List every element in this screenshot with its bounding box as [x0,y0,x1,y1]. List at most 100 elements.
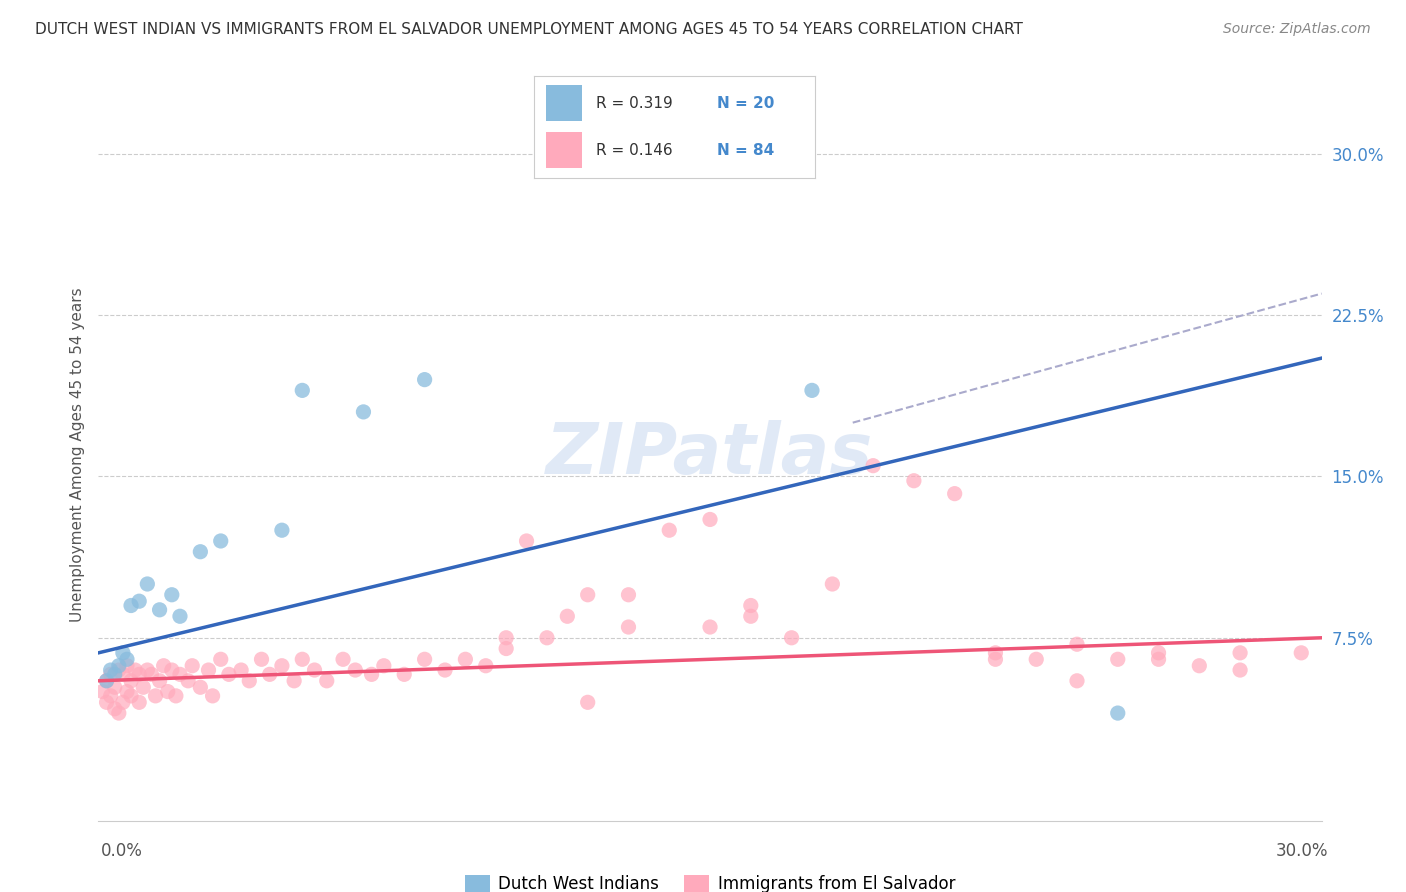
Point [1066,673,1088,688]
Point [209,652,232,666]
Point [1066,637,1088,651]
Point [100,689,122,703]
Point [188,680,212,694]
Point [152,658,174,673]
Point [104,680,127,694]
Point [181,658,204,673]
Point [373,658,395,673]
Text: ZIPatlas: ZIPatlas [547,420,873,490]
Point [238,673,260,688]
Point [1229,663,1251,677]
Point [332,652,354,666]
Point [495,641,517,656]
Point [576,695,599,709]
Text: DUTCH WEST INDIAN VS IMMIGRANTS FROM EL SALVADOR UNEMPLOYMENT AMONG AGES 45 TO 5: DUTCH WEST INDIAN VS IMMIGRANTS FROM EL … [35,22,1024,37]
Point [1147,646,1170,660]
Point [160,588,183,602]
Point [124,663,146,677]
Point [100,663,122,677]
Point [169,609,191,624]
Point [128,667,150,681]
Legend: Dutch West Indians, Immigrants from El Salvador: Dutch West Indians, Immigrants from El S… [458,869,962,892]
Point [658,523,681,537]
Point [108,663,131,677]
Point [149,603,172,617]
Point [536,631,558,645]
Point [231,663,253,677]
Point [141,667,163,681]
Point [111,667,134,681]
Point [156,684,179,698]
Point [1229,646,1251,660]
Point [104,702,127,716]
Point [259,667,281,681]
Point [1025,652,1047,666]
Point [617,588,640,602]
Point [96,673,118,688]
Point [1291,646,1313,660]
Point [149,673,172,688]
Point [120,689,142,703]
Point [115,652,138,666]
Point [115,684,138,698]
Point [516,533,538,548]
Point [780,631,803,645]
Text: N = 20: N = 20 [717,96,775,111]
Point [801,384,824,398]
Point [270,658,294,673]
Text: 0.0%: 0.0% [101,842,143,860]
Point [108,658,131,673]
Point [617,620,640,634]
Point [111,695,134,709]
Point [903,474,925,488]
Point [218,667,240,681]
Point [128,695,150,709]
Point [474,658,498,673]
Point [270,523,294,537]
Text: R = 0.146: R = 0.146 [596,144,672,158]
Point [943,486,966,500]
Text: 30.0%: 30.0% [1277,842,1329,860]
Point [1107,706,1129,720]
Point [132,680,155,694]
Point [360,667,382,681]
Point [115,658,138,673]
Point [136,577,159,591]
Point [291,384,314,398]
Point [740,599,762,613]
Point [304,663,326,677]
Point [96,673,118,688]
Point [120,673,142,688]
Bar [546,85,582,121]
Point [699,512,721,526]
Point [250,652,273,666]
Point [283,673,305,688]
Point [454,652,477,666]
Point [165,689,187,703]
Point [576,588,599,602]
Text: N = 84: N = 84 [717,144,775,158]
Point [413,652,436,666]
Point [209,533,232,548]
Point [291,652,314,666]
Point [120,599,142,613]
Point [188,545,212,559]
Point [160,663,183,677]
Point [108,706,131,720]
Bar [546,132,582,168]
Point [555,609,579,624]
Point [136,663,159,677]
Point [413,373,436,387]
Point [315,673,337,688]
Point [91,684,114,698]
Point [740,609,762,624]
Point [197,663,219,677]
Point [862,458,884,473]
Point [1107,652,1129,666]
Point [434,663,457,677]
Text: R = 0.319: R = 0.319 [596,96,673,111]
Point [699,620,721,634]
Point [821,577,844,591]
Point [169,667,191,681]
Point [128,594,150,608]
